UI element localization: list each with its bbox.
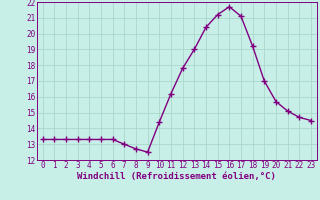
X-axis label: Windchill (Refroidissement éolien,°C): Windchill (Refroidissement éolien,°C) [77, 172, 276, 181]
